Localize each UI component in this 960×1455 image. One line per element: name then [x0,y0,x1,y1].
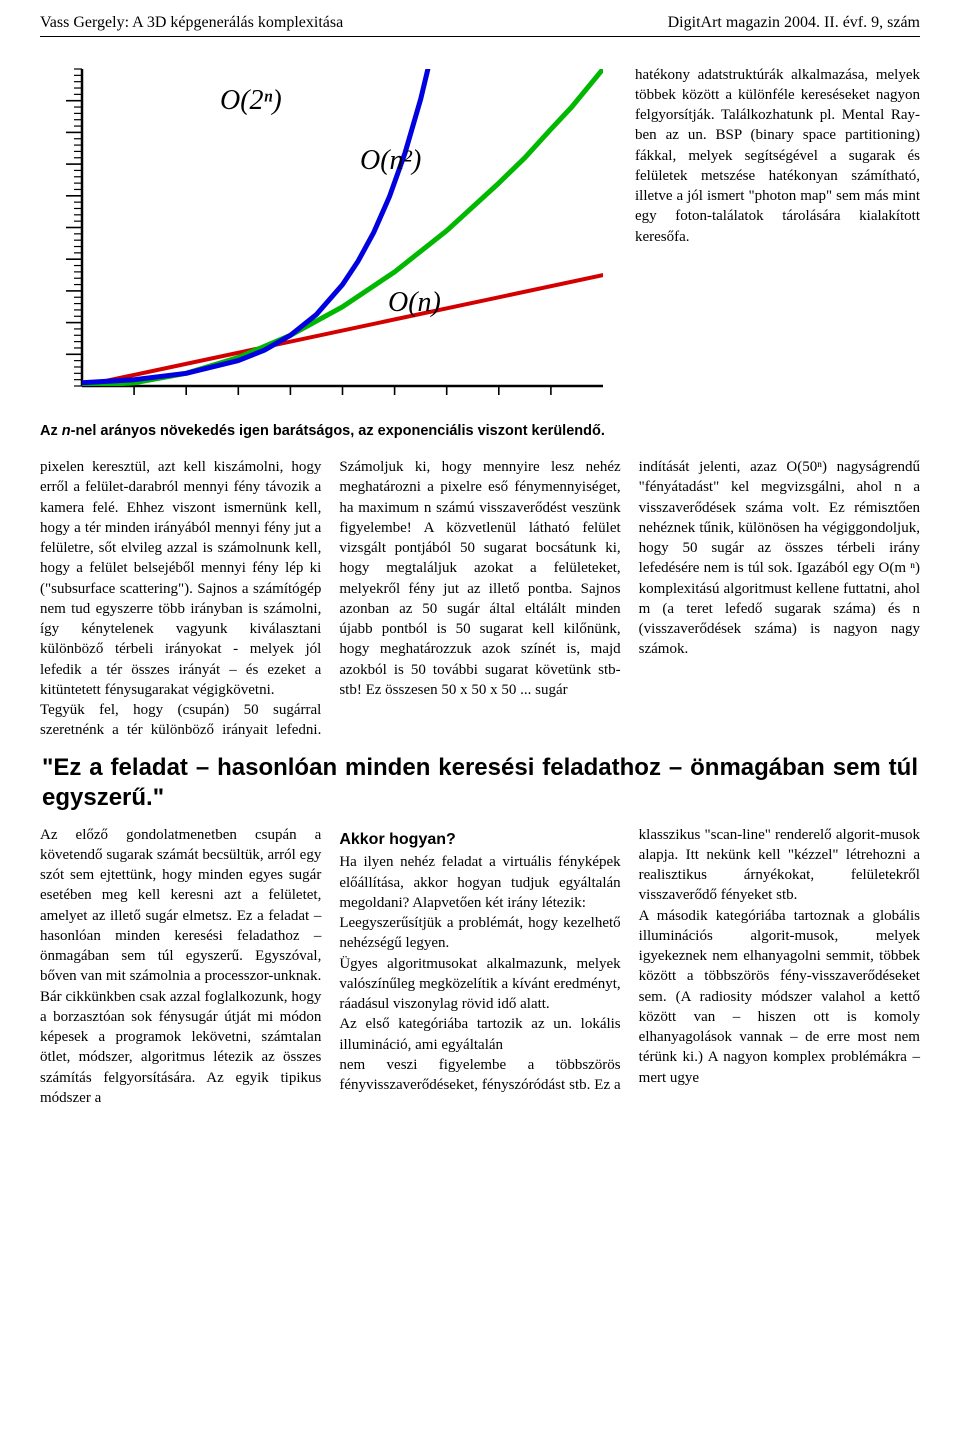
top-row: O(2ⁿ) O(n²) O(n) Az n-nel arányos növekedé… [40,59,920,452]
svg-text:O(2ⁿ): O(2ⁿ) [220,85,282,116]
svg-text:O(n²): O(n²) [360,145,421,176]
para-col3f: A második kategóriába tartoznak a globál… [639,906,920,1088]
para-col2b: Az előző gondolatmenetben csupán a követ… [40,825,321,1109]
subhead-akkor: Akkor hogyan? [339,829,620,851]
para-col3c: Ügyes algoritmusokat alkalmazunk, melyek… [339,954,620,1015]
body-columns: pixelen keresztül, azt kell kiszámolni, … [40,457,920,1108]
chart-caption: Az n-nel arányos növekedés igen barátság… [40,422,615,442]
chart-container: O(2ⁿ) O(n²) O(n) Az n-nel arányos növekedé… [40,59,615,452]
page-header: Vass Gergely: A 3D képgenerálás komplexi… [40,12,920,34]
para-col3a: Ha ilyen nehéz feladat a virtuális fényk… [339,852,620,913]
svg-text:O(n): O(n) [388,287,441,318]
para-col3b: Leegyszerűsítjük a problémát, hogy kezel… [339,913,620,954]
top-right-text: hatékony adatstruktúrák alkalmazása, mel… [635,59,920,452]
para-col1a: pixelen keresztül, azt kell kiszámolni, … [40,457,321,700]
para-col3d: Az első kategóriába tartozik az un. loká… [339,1014,620,1055]
pull-quote: "Ez a feladat – hasonlóan minden keresés… [40,753,920,813]
header-rule [40,36,920,37]
complexity-chart: O(2ⁿ) O(n²) O(n) [40,59,615,414]
header-right: DigitArt magazin 2004. II. évf. 9, szám [668,12,920,34]
header-left: Vass Gergely: A 3D képgenerálás komplexi… [40,12,343,34]
para-col2a: indítását jelenti, azaz O(50ⁿ) nagyságre… [639,457,920,660]
